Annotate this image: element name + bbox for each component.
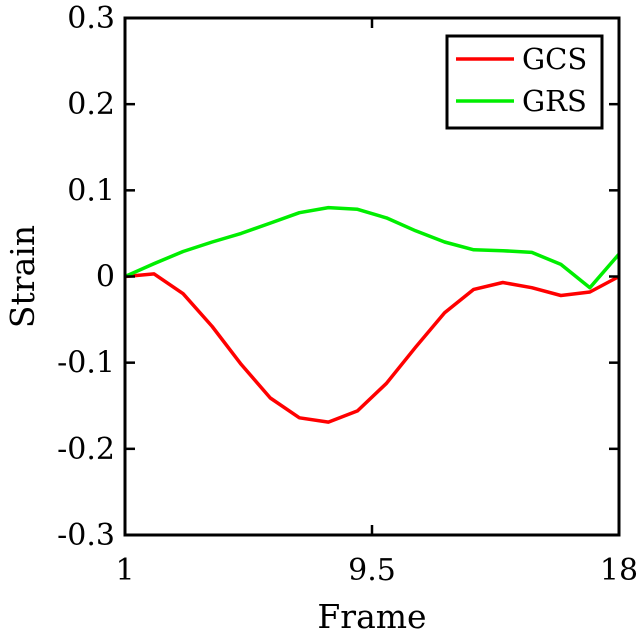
series-line-grs: [124, 205, 621, 290]
legend-label-grs: GRS: [522, 84, 587, 118]
legend: GCS GRS: [445, 34, 604, 130]
legend-box: [445, 34, 604, 130]
y-tick-label: 0: [96, 260, 115, 295]
y-tick-label: -0.1: [57, 346, 115, 381]
plot-area-frame: [123, 16, 621, 537]
y-tick-label: 0.1: [67, 173, 115, 208]
y-axis-label: Strain: [3, 225, 42, 328]
x-tick-labels: 1 9.5 18: [115, 553, 638, 588]
x-tick-label: 1: [115, 553, 134, 588]
series-lines: [124, 205, 621, 424]
series-line-gcs: [124, 272, 620, 424]
x-axis-label: Frame: [317, 597, 426, 635]
y-tick-labels: -0.3 -0.2 -0.1 0 0.1 0.2 0.3: [57, 1, 115, 553]
y-tick-label: -0.2: [57, 432, 115, 467]
x-tick-label: 9.5: [348, 553, 396, 588]
y-tick-label: -0.3: [57, 518, 115, 553]
legend-label-gcs: GCS: [522, 42, 587, 76]
y-tick-label: 0.3: [67, 1, 115, 36]
y-tick-label: 0.2: [67, 87, 115, 122]
x-tick-label: 18: [600, 553, 638, 588]
